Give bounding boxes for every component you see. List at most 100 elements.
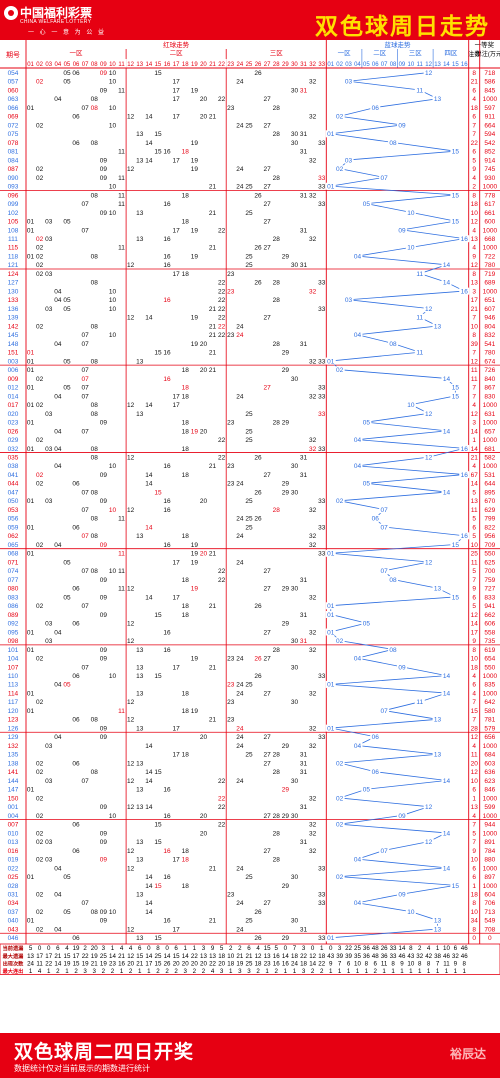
red-ball-mark: 17 xyxy=(173,559,181,566)
summary-red-value: 1 xyxy=(229,968,233,975)
prize-amount-value: 830 xyxy=(484,393,495,400)
red-ball-mark: 10 xyxy=(109,79,117,86)
summary-red-value: 0 xyxy=(147,945,151,952)
red-ball-mark: 14 xyxy=(145,472,153,479)
blue-ball-bg xyxy=(325,628,336,636)
red-ball-mark: 09 xyxy=(100,420,108,427)
red-ball-mark: 29 xyxy=(282,813,290,820)
prize-amount-value: 603 xyxy=(484,760,495,767)
red-ball-mark: 31 xyxy=(300,192,308,199)
prize-amount-value: 619 xyxy=(484,647,495,654)
red-ball-mark: 05 xyxy=(63,219,71,226)
red-ball-mark: 28 xyxy=(273,236,281,243)
issue-label: 086 xyxy=(8,603,19,610)
summary-blue-value: 8 xyxy=(391,960,395,967)
blue-ball-mark: 12 xyxy=(425,804,433,811)
summary-red-value: 1 xyxy=(184,945,188,952)
prize-amount-value: 636 xyxy=(484,769,495,776)
issue-label: 069 xyxy=(8,114,19,121)
prize-amount-value: 541 xyxy=(484,341,495,348)
blue-number-header-01: 01 xyxy=(327,62,334,68)
red-ball-mark: 27 xyxy=(264,201,272,208)
summary-red-value: 4 xyxy=(38,968,42,975)
red-number-header-02: 02 xyxy=(36,62,43,68)
issue-label: 151 xyxy=(8,350,19,357)
summary-red-value: 3 xyxy=(184,968,188,975)
issue-label: 087 xyxy=(8,166,19,173)
prize-notes-value: 9 xyxy=(472,638,476,645)
prize-notes-value: 5 xyxy=(472,568,476,575)
blue-ball-bg xyxy=(432,925,443,933)
red-ball-mark: 02 xyxy=(36,830,44,837)
blue-ball-mark: 01 xyxy=(327,603,335,610)
issue-label: 060 xyxy=(8,87,19,94)
prize-notes-value: 15 xyxy=(471,708,479,715)
red-ball-mark: 01 xyxy=(27,690,35,697)
summary-red-value: 3 xyxy=(202,945,206,952)
footer-title: 双色球周二四日开奖 xyxy=(14,1042,195,1063)
red-ball-mark: 10 xyxy=(109,813,117,820)
red-ball-mark: 18 xyxy=(182,612,190,619)
blue-ball-bg xyxy=(450,392,461,400)
blue-ball-bg xyxy=(334,112,345,120)
red-ball-mark: 32 xyxy=(309,795,317,802)
red-ball-mark: 24 xyxy=(236,778,244,785)
red-ball-mark: 18 xyxy=(182,192,190,199)
summary-red-value: 0 xyxy=(284,945,288,952)
prize-amount-value: 784 xyxy=(484,848,495,855)
blue-ball-mark: 09 xyxy=(398,664,406,671)
red-ball-mark: 17 xyxy=(173,271,181,278)
blue-ball-bg xyxy=(441,864,452,872)
red-ball-mark: 24 xyxy=(236,332,244,339)
summary-red-value: 2 xyxy=(238,945,242,952)
red-ball-mark: 12 xyxy=(127,926,135,933)
red-ball-mark: 18 xyxy=(182,472,190,479)
blue-ball-mark: 02 xyxy=(336,367,344,374)
blue-ball-mark: 10 xyxy=(407,210,415,217)
red-ball-mark: 20 xyxy=(200,428,208,435)
blue-number-header-03: 03 xyxy=(345,62,352,68)
blue-ball-mark: 01 xyxy=(327,629,335,636)
prize-notes-value: 9 xyxy=(472,586,476,593)
summary-red-value: 5 xyxy=(220,945,224,952)
red-ball-mark: 22 xyxy=(218,822,226,829)
issue-label: 124 xyxy=(8,271,19,278)
blue-ball-mark: 01 xyxy=(327,551,335,558)
red-number-header-cell xyxy=(107,59,117,68)
red-ball-mark: 26 xyxy=(254,489,262,496)
summary-blue-value: 43 xyxy=(407,953,414,960)
prize-amount-value: 0 xyxy=(488,935,492,942)
red-ball-mark: 09 xyxy=(100,734,108,741)
red-ball-mark: 01 xyxy=(27,787,35,794)
blue-ball-mark: 02 xyxy=(336,498,344,505)
issue-label: 098 xyxy=(8,638,19,645)
summary-blue-value: 4 xyxy=(427,945,431,952)
red-ball-mark: 14 xyxy=(145,402,153,409)
prize-amount-value: 735 xyxy=(484,638,495,645)
red-ball-mark: 10 xyxy=(109,909,117,916)
red-ball-mark: 11 xyxy=(118,201,125,208)
blue-ball-mark: 01 xyxy=(327,184,335,191)
prize-amount-value: 891 xyxy=(484,839,495,846)
red-ball-mark: 13 xyxy=(136,935,144,942)
red-ball-mark: 12 xyxy=(127,402,135,409)
summary-red-value: 18 xyxy=(227,960,234,967)
author-watermark: 裕辰达 xyxy=(449,1047,486,1061)
issue-label: 102 xyxy=(8,210,19,217)
prize-amount-value: 550 xyxy=(484,551,495,558)
red-ball-mark: 13 xyxy=(136,839,144,846)
red-ball-mark: 01 xyxy=(27,385,35,392)
blue-ball-bg xyxy=(325,357,336,365)
summary-red-value: 2 xyxy=(202,968,206,975)
prize-amount-value: 542 xyxy=(484,140,495,147)
red-ball-mark: 15 xyxy=(154,839,162,846)
prize-notes-value: 12 xyxy=(471,411,479,418)
prize-amount-value: 642 xyxy=(484,699,495,706)
summary-red-value: 21 xyxy=(136,960,143,967)
summary-red-value: 3 xyxy=(247,968,251,975)
red-ball-mark: 07 xyxy=(82,778,90,785)
red-ball-mark: 30 xyxy=(291,376,299,383)
summary-red-value: 1 xyxy=(147,968,151,975)
red-ball-mark: 06 xyxy=(72,481,80,488)
red-ball-mark: 26 xyxy=(254,70,262,77)
